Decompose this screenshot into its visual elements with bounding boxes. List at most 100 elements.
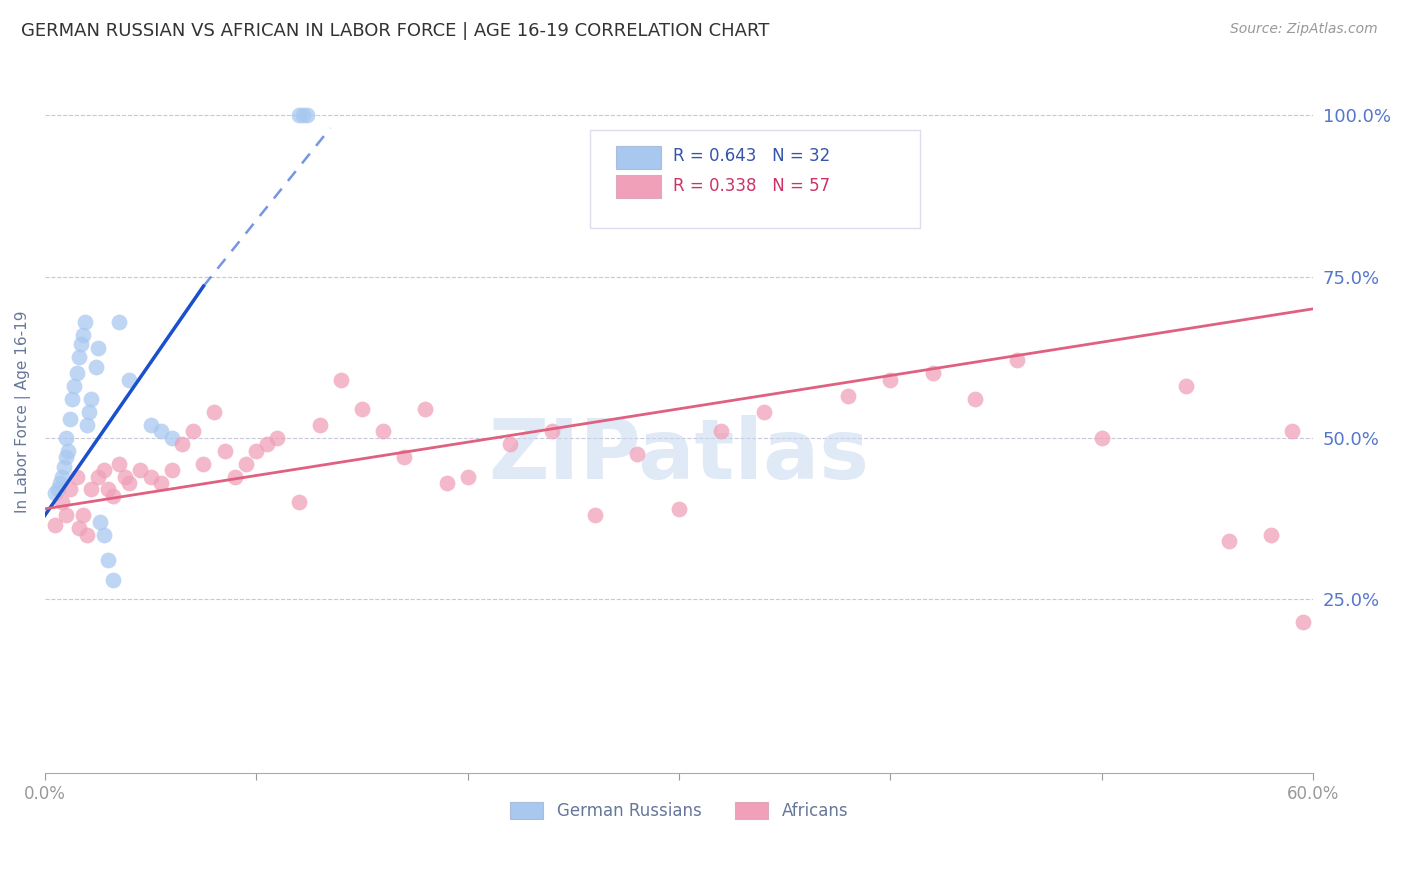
Point (67, 521, 90, 535)
Text: R = 0.338   N = 57: R = 0.338 N = 57 (672, 177, 830, 194)
Point (73, 315, 96, 329)
FancyBboxPatch shape (591, 130, 920, 227)
Point (63, 379, 86, 393)
Point (80, 483, 103, 497)
Point (118, 373, 141, 387)
Point (583, 508, 606, 523)
Point (1091, 431, 1114, 445)
Point (89, 515, 111, 529)
Point (139, 417, 162, 432)
Point (55, 431, 77, 445)
Point (710, 425, 733, 439)
Point (101, 573, 124, 587)
Point (108, 315, 131, 329)
Text: GERMAN RUSSIAN VS AFRICAN IN LABOR FORCE | AGE 16-19 CORRELATION CHART: GERMAN RUSSIAN VS AFRICAN IN LABOR FORCE… (21, 22, 769, 40)
Point (84, 359, 107, 374)
Point (1175, 379, 1198, 393)
Point (93, 527, 115, 541)
Point (67, 350, 90, 364)
Point (93, 463, 115, 477)
Point (541, 425, 564, 439)
Point (1007, 353, 1029, 368)
Point (76, 417, 98, 432)
Point (287, 108, 309, 122)
Point (1281, 425, 1303, 439)
Point (80, 392, 103, 406)
Point (172, 437, 194, 451)
Point (101, 489, 124, 503)
Point (245, 443, 267, 458)
Point (59, 411, 82, 425)
Point (415, 401, 437, 416)
Point (55, 450, 77, 465)
Point (837, 389, 859, 403)
Point (1292, 615, 1315, 629)
Point (48, 476, 70, 491)
Point (59, 483, 82, 497)
Point (499, 437, 522, 451)
Point (235, 457, 257, 471)
Point (87, 469, 110, 483)
Point (97, 483, 120, 497)
Point (291, 108, 314, 122)
Point (1218, 534, 1240, 549)
Point (87, 341, 110, 355)
Point (60, 392, 83, 406)
FancyBboxPatch shape (616, 175, 661, 198)
Point (287, 495, 309, 509)
Point (879, 373, 901, 387)
Point (56, 443, 79, 458)
Point (160, 463, 183, 477)
Point (329, 373, 352, 387)
Point (79, 405, 101, 419)
Point (308, 417, 330, 432)
Point (436, 476, 458, 491)
Y-axis label: In Labor Force | Age 16-19: In Labor Force | Age 16-19 (15, 310, 31, 513)
Text: ZIPatlas: ZIPatlas (488, 415, 869, 496)
Text: R = 0.643   N = 32: R = 0.643 N = 32 (672, 147, 830, 165)
Point (65, 367, 87, 381)
Point (202, 405, 225, 419)
Point (921, 367, 943, 381)
Point (160, 431, 183, 445)
Point (350, 401, 373, 416)
Point (626, 447, 648, 461)
Point (114, 469, 136, 483)
Text: Source: ZipAtlas.com: Source: ZipAtlas.com (1230, 22, 1378, 37)
Point (224, 469, 246, 483)
Point (55, 508, 77, 523)
Point (668, 501, 690, 516)
Point (108, 457, 131, 471)
FancyBboxPatch shape (616, 146, 661, 169)
Point (150, 425, 173, 439)
Point (129, 463, 152, 477)
Point (44, 518, 66, 533)
Point (214, 443, 236, 458)
Point (69, 337, 91, 351)
Point (52, 459, 75, 474)
Point (256, 437, 278, 451)
Point (193, 457, 215, 471)
Point (457, 469, 479, 483)
Point (76, 527, 98, 541)
Point (51, 469, 73, 483)
Point (46, 483, 69, 497)
Point (150, 476, 173, 491)
Point (295, 108, 318, 122)
Point (963, 392, 986, 406)
Point (72, 327, 94, 342)
Point (65, 469, 87, 483)
Point (139, 469, 162, 483)
Point (97, 553, 120, 567)
Point (1260, 527, 1282, 541)
Point (181, 425, 204, 439)
Point (371, 425, 394, 439)
Point (72, 508, 94, 523)
Point (394, 450, 416, 465)
Point (752, 405, 775, 419)
Point (118, 476, 141, 491)
Point (51, 495, 73, 509)
Point (44, 485, 66, 500)
Legend: German Russians, Africans: German Russians, Africans (503, 795, 855, 827)
Point (266, 431, 288, 445)
